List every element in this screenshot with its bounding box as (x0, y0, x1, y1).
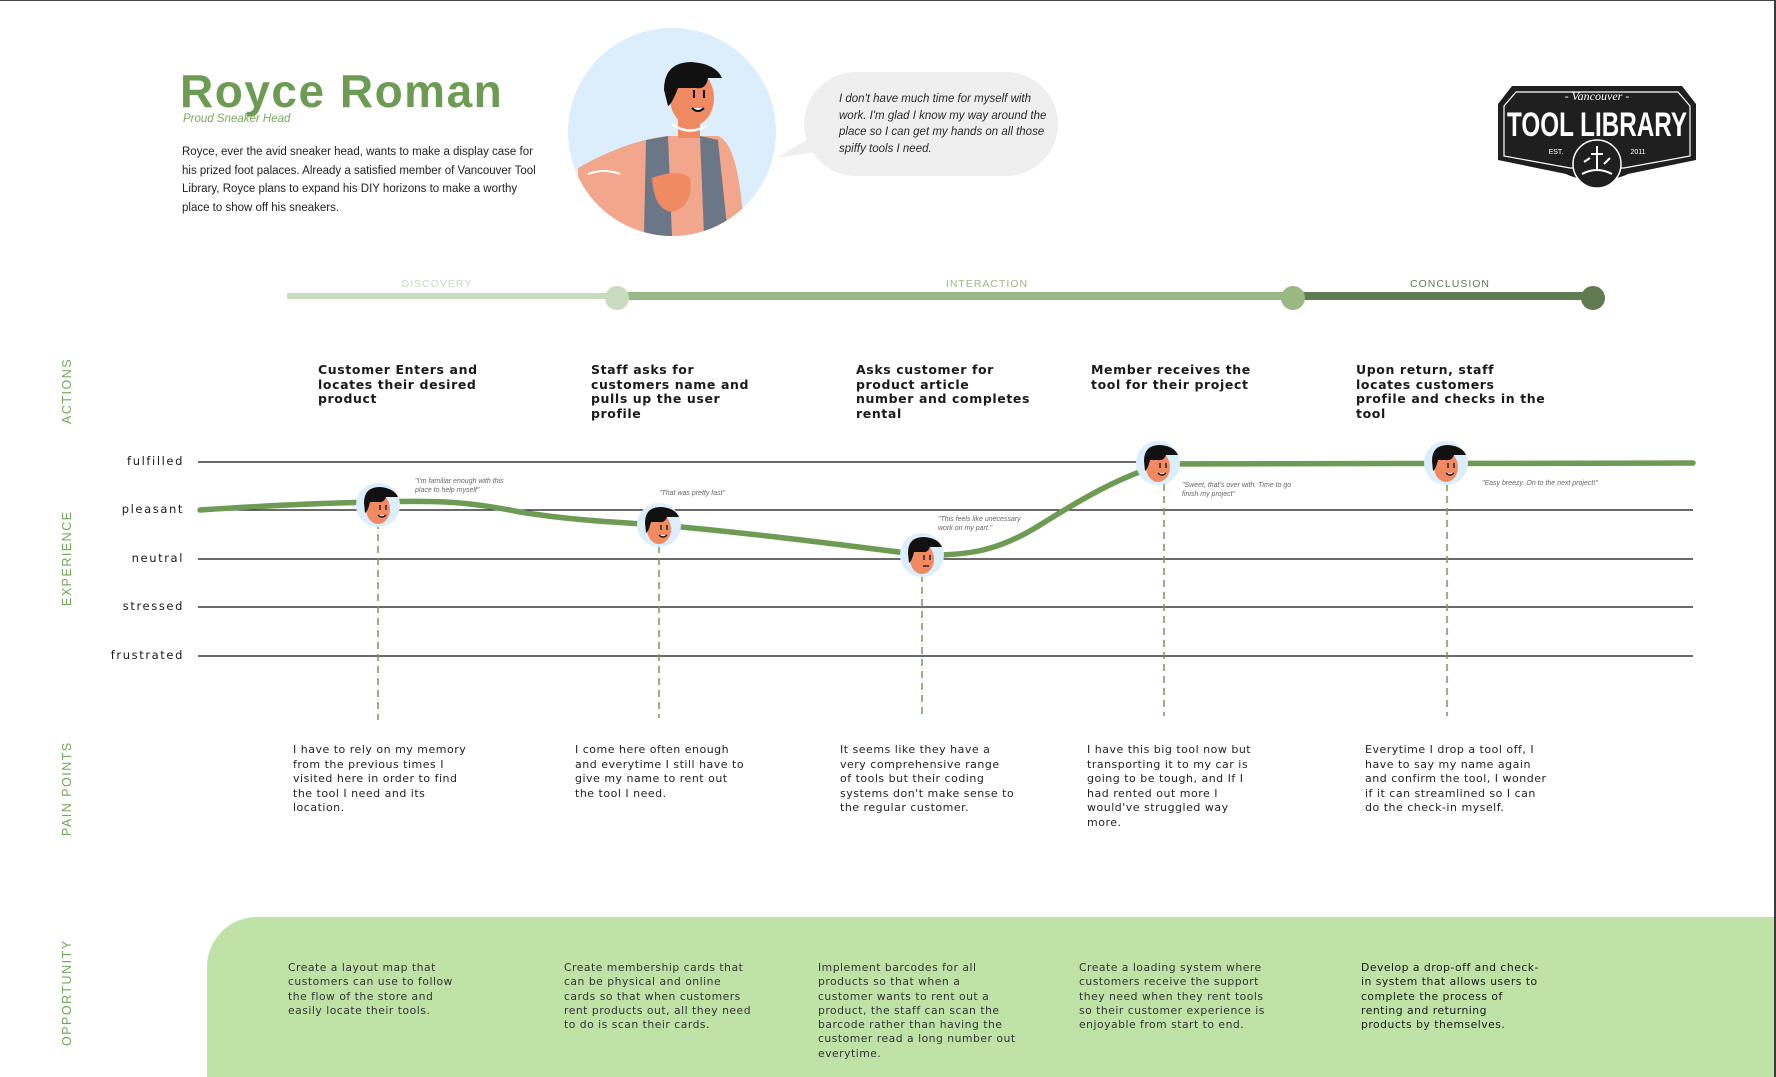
section-label-opportunity: OPPORTUNITY (60, 939, 74, 1046)
experience-quote-5: "Easy breezy. On to the next project!" (1482, 480, 1598, 487)
tool-library-logo: - Vancouver - TOOL LIBRARY EST. 2011 (1498, 86, 1696, 189)
logo-main-text: TOOL LIBRARY (1507, 106, 1687, 144)
pain-point-4: I have this big tool now but transportin… (1087, 743, 1252, 829)
action-step-5: Upon return, staff locates customers pro… (1356, 362, 1546, 421)
pain-point-2: I come here often enough and everytime I… (575, 743, 745, 800)
action-step-2: Staff asks for customers name and pulls … (591, 362, 750, 421)
persona-portrait-icon (568, 28, 776, 236)
phase-label-conclusion: CONCLUSION (1409, 278, 1490, 290)
frame-border-right (1774, 0, 1776, 1077)
experience-level-neutral: neutral (131, 551, 184, 565)
experience-level-stressed: stressed (122, 599, 184, 613)
phase-label-discovery: DISCOVERY (401, 278, 473, 290)
experience-quote-2: "That was pretty fast" (659, 490, 726, 497)
logo-est-text: EST. (1549, 149, 1564, 156)
face-icon-step-3 (900, 533, 944, 577)
opportunity-1: Create a layout map that customers can u… (288, 961, 453, 1017)
persona-bio: Royce, ever the avid sneaker head, wants… (182, 146, 536, 214)
face-icon-step-4 (1136, 441, 1180, 485)
action-step-4: Member receives the tool for their proje… (1091, 362, 1251, 392)
phase-progress-bar (287, 286, 1605, 310)
phase-marker-discovery (605, 286, 629, 310)
logo-top-text: - Vancouver - (1565, 89, 1630, 103)
face-icon-step-5 (1424, 441, 1468, 485)
pain-point-5: Everytime I drop a tool off, I have to s… (1365, 743, 1547, 814)
section-label-pain-points: PAIN POINTS (60, 741, 74, 836)
opportunity-2: Create membership cards that can be phys… (564, 961, 752, 1032)
experience-quote-3: "This feels like unecessary work on my p… (938, 516, 1021, 532)
opportunity-4: Create a loading system where customers … (1079, 961, 1265, 1032)
persona-tagline: Proud Sneaker Head (183, 113, 291, 125)
logo-year-text: 2011 (1630, 149, 1645, 156)
face-icon-step-1 (356, 483, 400, 527)
persona-quote-bubble (804, 72, 1058, 176)
pain-point-1: I have to rely on my memory from the pre… (293, 743, 467, 814)
opportunity-5: Develop a drop-off and check-in system t… (1361, 961, 1539, 1032)
phase-marker-interaction (1281, 286, 1305, 310)
persona-quote: I don't have much time for myself with w… (839, 93, 1047, 155)
phase-marker-conclusion (1581, 286, 1605, 310)
experience-level-fulfilled: fulfilled (127, 454, 184, 468)
opportunity-panel (207, 917, 1774, 1077)
experience-level-frustrated: frustrated (110, 648, 184, 662)
opportunity-3: Implement barcodes for all products so t… (818, 961, 1016, 1060)
pain-point-3: It seems like they have a very comprehen… (840, 743, 1015, 814)
experience-quote-1: "I'm familiar enough with this place to … (415, 478, 504, 494)
experience-face-icons (356, 441, 1468, 577)
experience-level-pleasant: pleasant (121, 502, 184, 516)
frame-border-top (0, 0, 1776, 1)
action-step-3: Asks customer for product article number… (856, 362, 1031, 421)
face-icon-step-2 (637, 503, 681, 547)
experience-quote-4: "Sweet, that's over with. Time to go fin… (1182, 482, 1292, 498)
persona-name: Royce Roman (180, 65, 504, 117)
phase-label-interaction: INTERACTION (945, 278, 1029, 290)
quote-bubble-tail (776, 134, 816, 158)
action-step-1: Customer Enters and locates their desire… (318, 362, 478, 406)
experience-journey-chart (197, 441, 1696, 720)
